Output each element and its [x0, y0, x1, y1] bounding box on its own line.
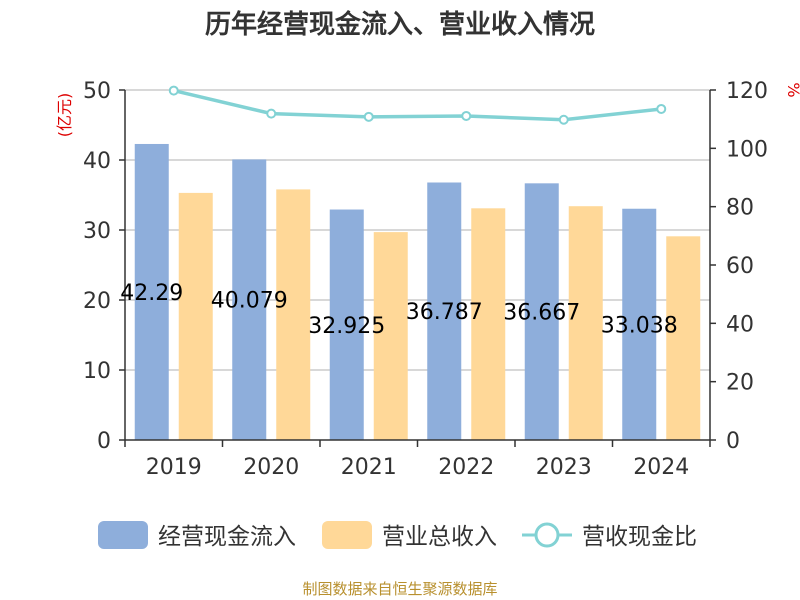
data-labels: 42.29 40.079 32.925 36.787 36.667 33.038 [120, 281, 677, 339]
bar-revenue [276, 189, 311, 440]
right-tick-label: 60 [726, 254, 754, 279]
x-tick-label: 2019 [146, 455, 202, 480]
bar-revenue [666, 236, 701, 440]
legend-label-cash-inflow: 经营现金流入 [158, 524, 296, 550]
ratio-line [173, 88, 662, 122]
ratio-point [558, 114, 569, 125]
legend-marker-ratio [534, 522, 560, 548]
right-axis-unit: % [784, 82, 800, 97]
x-tick-label: 2022 [438, 455, 494, 480]
left-tick-label: 20 [83, 289, 111, 314]
data-label-cash-inflow: 36.787 [406, 300, 483, 325]
right-tick-label: 120 [726, 79, 768, 104]
bar-cash-inflow [329, 209, 364, 440]
data-label-cash-inflow: 33.038 [601, 313, 678, 338]
bar-revenue [178, 192, 213, 440]
data-label-cash-inflow: 36.667 [503, 301, 580, 326]
bar-revenue [373, 232, 408, 440]
data-label-cash-inflow: 40.079 [211, 289, 288, 314]
bar-cash-inflow [232, 159, 267, 440]
left-tick-label: 30 [83, 219, 111, 244]
left-tick-label: 10 [83, 359, 111, 384]
left-tick-label: 40 [83, 149, 111, 174]
bar-cash-inflow [524, 183, 559, 440]
bar-cash-inflow [134, 143, 169, 440]
left-tick-label: 50 [83, 79, 111, 104]
bar-revenue [471, 208, 506, 440]
x-tick-label: 2020 [243, 455, 299, 480]
data-label-cash-inflow: 42.29 [120, 281, 183, 306]
bar-revenue [568, 206, 603, 440]
left-tick-label: 0 [97, 429, 111, 454]
x-tick-label: 2021 [341, 455, 397, 480]
data-label-cash-inflow: 32.925 [308, 314, 385, 339]
ratio-point [461, 110, 472, 121]
legend-swatch-revenue [322, 521, 372, 549]
right-tick-label: 80 [726, 196, 754, 221]
x-tick-label: 2024 [633, 455, 689, 480]
right-tick-label: 40 [726, 312, 754, 337]
bars [134, 143, 701, 440]
ratio-point [168, 85, 179, 96]
legend-label-revenue: 营业总收入 [382, 524, 497, 550]
chart-title: 历年经营现金流入、营业收入情况 [204, 10, 595, 40]
right-tick-label: 0 [726, 429, 740, 454]
bar-cash-inflow [427, 182, 462, 440]
right-tick-label: 100 [726, 137, 768, 162]
ratio-point [656, 103, 667, 114]
bar-cash-inflow [622, 208, 657, 440]
x-tick-label: 2023 [536, 455, 592, 480]
ratio-point [363, 111, 374, 122]
left-axis-unit: (亿元) [55, 93, 74, 138]
grid-lines [125, 89, 710, 371]
ratio-point [266, 108, 277, 119]
legend-swatch-cash-inflow [98, 521, 148, 549]
source-footer: 制图数据来自恒生聚源数据库 [302, 580, 498, 598]
axes: 0 10 20 30 40 50 0 20 40 60 80 100 120 (亿元)% 2019 2020 2… [55, 79, 800, 480]
legend[interactable]: 经营现金流入 营业总收入 营收现金比 [98, 521, 697, 550]
right-tick-label: 20 [726, 371, 754, 396]
ratio-line-group [168, 85, 667, 125]
legend-label-ratio: 营收现金比 [582, 524, 697, 550]
